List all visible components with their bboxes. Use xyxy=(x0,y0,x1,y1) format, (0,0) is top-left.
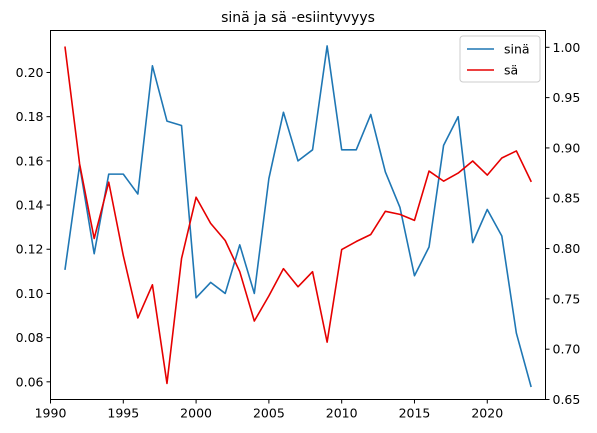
x-tick-label-2010: 2010 xyxy=(326,406,358,421)
x-tick-label-2015: 2015 xyxy=(399,406,431,421)
x-axis: 1990 1995 2000 2005 2010 2015 2020 xyxy=(35,400,504,421)
legend: sinä sä xyxy=(460,36,540,82)
y-right-tick-label-6: 0.95 xyxy=(553,90,581,105)
y-left-tick-label-1: 0.08 xyxy=(16,330,44,345)
y-left-tick-label-0: 0.06 xyxy=(16,374,44,389)
y-left-axis: 0.06 0.08 0.10 0.12 0.14 0.16 0.18 0.20 xyxy=(16,65,51,389)
y-right-axis: 0.65 0.70 0.75 0.80 0.85 0.90 0.95 1.00 xyxy=(546,40,581,407)
y-left-tick-label-6: 0.18 xyxy=(16,109,44,124)
y-left-tick-label-5: 0.16 xyxy=(16,153,44,168)
legend-label-sina: sinä xyxy=(504,42,530,57)
y-right-tick-label-1: 0.70 xyxy=(553,342,581,357)
legend-label-sa: sä xyxy=(504,63,518,78)
plot-lines xyxy=(65,46,531,386)
series-line-0 xyxy=(65,46,531,386)
chart-title: sinä ja sä -esiintyvyys xyxy=(221,10,375,26)
y-left-tick-label-2: 0.10 xyxy=(16,286,44,301)
x-tick-label-2020: 2020 xyxy=(471,406,503,421)
x-tick-label-1995: 1995 xyxy=(107,406,139,421)
x-tick-label-1990: 1990 xyxy=(35,406,67,421)
y-right-tick-label-2: 0.75 xyxy=(553,291,581,306)
y-left-tick-label-7: 0.20 xyxy=(16,65,44,80)
x-tick-label-2005: 2005 xyxy=(253,406,285,421)
y-left-tick-label-4: 0.14 xyxy=(16,198,44,213)
plot-frame xyxy=(51,31,546,400)
y-right-tick-label-5: 0.90 xyxy=(553,140,581,155)
y-right-tick-label-3: 0.80 xyxy=(553,241,581,256)
series-line-1 xyxy=(65,47,531,383)
y-right-tick-label-7: 1.00 xyxy=(553,40,581,55)
y-right-tick-label-0: 0.65 xyxy=(553,392,581,407)
y-left-tick-label-3: 0.12 xyxy=(16,242,44,257)
y-right-tick-label-4: 0.85 xyxy=(553,191,581,206)
x-tick-label-2000: 2000 xyxy=(180,406,212,421)
